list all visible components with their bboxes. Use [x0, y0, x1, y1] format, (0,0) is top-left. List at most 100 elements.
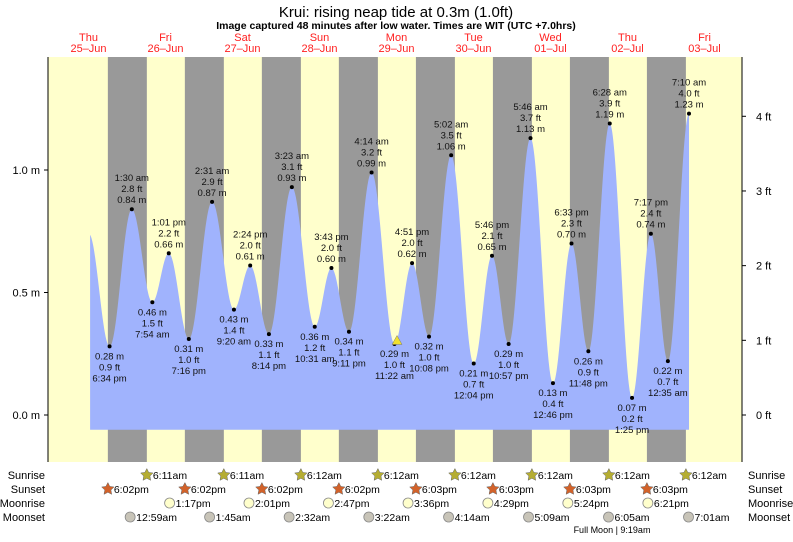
- sunrise-star-icon: [679, 467, 693, 481]
- low-tide-label: 10:08 pm: [409, 364, 449, 375]
- current-tide-marker-icon: [391, 334, 403, 345]
- low-tide-point: [107, 344, 112, 349]
- sunset-time: 6:02pm: [114, 484, 149, 496]
- moonset-moon-icon: [283, 511, 295, 523]
- sunset-time: 6:03pm: [422, 484, 457, 496]
- sunset-star-icon: [486, 481, 500, 495]
- sunset-time: 6:02pm: [268, 484, 303, 496]
- moonrise-moon-icon: [164, 497, 176, 509]
- sunset-time: 6:03pm: [499, 484, 534, 496]
- day-labels: Thu25–JunFri26–JunSat27–JunSun28–JunMon2…: [70, 32, 720, 55]
- low-tide-label: 0.32 m: [414, 342, 443, 353]
- moonset-moon-icon: [523, 511, 534, 523]
- day-of-week-label: Fri: [159, 32, 172, 44]
- moonset-time: 4:14am: [455, 512, 490, 524]
- low-tide-point: [231, 307, 236, 312]
- high-tide-label: 2.1 ft: [481, 231, 502, 242]
- low-tide-point: [550, 381, 555, 386]
- high-tide-point: [248, 263, 253, 268]
- moonrise-time: 2:01pm: [255, 498, 290, 510]
- low-tide-label: 0.46 m: [138, 307, 167, 318]
- sunrise-star-icon: [294, 467, 308, 481]
- high-tide-label: 2.0 ft: [240, 241, 261, 252]
- sunrise-star-icon: [525, 467, 539, 481]
- low-tide-label: 1.0 ft: [384, 360, 405, 371]
- tide-water-area: [90, 113, 690, 430]
- low-tide-label: 0.29 m: [494, 349, 523, 360]
- day-of-week-label: Sat: [234, 32, 251, 44]
- high-tide-point: [210, 199, 215, 204]
- low-tide-label: 10:31 am: [295, 354, 335, 365]
- sunrise-time: 6:11am: [153, 470, 187, 482]
- tide-extrema: 0.28 m0.9 ft6:34 pm1:30 am2.8 ft0.84 m0.…: [92, 78, 706, 436]
- moonset-time: 1:45am: [216, 512, 251, 524]
- moonset-moon-icon: [443, 511, 454, 523]
- high-tide-point: [569, 241, 574, 246]
- high-tide-label: 4:14 am: [354, 136, 388, 147]
- high-tide-label: 5:46 am: [513, 102, 547, 113]
- high-tide-label: 3.5 ft: [441, 130, 462, 141]
- high-tide-label: 0.60 m: [317, 254, 346, 265]
- high-tide-label: 3.7 ft: [520, 113, 541, 124]
- high-tide-label: 1.23 m: [674, 100, 703, 111]
- high-tide-label: 0.61 m: [236, 252, 265, 263]
- low-tide-label: 0.36 m: [300, 332, 329, 343]
- high-tide-label: 1.19 m: [595, 109, 624, 120]
- low-tide-label: 8:14 pm: [252, 361, 286, 372]
- low-tide-label: 0.31 m: [174, 344, 203, 355]
- high-tide-label: 2:31 am: [195, 166, 229, 177]
- low-tide-label: 9:11 pm: [332, 359, 366, 370]
- sunset-star-icon: [101, 481, 115, 495]
- moonset-time: 2:32am: [295, 512, 330, 524]
- high-tide-point: [166, 251, 171, 256]
- moonrise-moon-icon: [243, 497, 255, 509]
- high-tide-label: 2.9 ft: [202, 177, 223, 188]
- chart-subtitle: Image captured 48 minutes after low wate…: [216, 20, 576, 32]
- moon-phase-label: Full Moon | 9:19am: [574, 525, 651, 535]
- day-of-week-label: Sun: [310, 32, 330, 44]
- low-tide-label: 0.29 m: [380, 349, 409, 360]
- sunset-star-icon: [332, 481, 346, 495]
- low-tide-label: 0.28 m: [95, 351, 124, 362]
- chart-title: Krui: rising neap tide at 0.3m (1.0ft): [279, 4, 513, 21]
- high-tide-point: [528, 136, 533, 141]
- high-tide-label: 2.3 ft: [561, 219, 582, 230]
- low-tide-label: 0.9 ft: [578, 367, 599, 378]
- date-label: 26–Jun: [147, 43, 183, 55]
- high-tide-label: 2.4 ft: [640, 209, 661, 220]
- high-tide-label: 1:01 pm: [152, 217, 186, 228]
- sunset-star-icon: [563, 481, 577, 495]
- low-tide-label: 1.0 ft: [418, 353, 439, 364]
- moonset-moon-icon: [204, 511, 216, 523]
- low-tide-label: 0.4 ft: [542, 399, 563, 410]
- high-tide-label: 6:33 pm: [554, 208, 588, 219]
- moonset-row-label-left: Moonset: [3, 512, 45, 524]
- high-tide-point: [129, 207, 134, 212]
- sunrise-row-label-left: Sunrise: [8, 470, 45, 482]
- low-tide-point: [266, 332, 271, 337]
- high-tide-label: 7:10 am: [672, 78, 706, 89]
- sunrise-time: 6:12am: [692, 470, 727, 482]
- low-tide-label: 0.2 ft: [621, 414, 642, 425]
- sunrise-time: 6:11am: [230, 470, 264, 482]
- moonrise-row-label-left: Moonrise: [0, 498, 45, 510]
- low-tide-point: [506, 341, 511, 346]
- day-of-week-label: Tue: [464, 32, 483, 44]
- moonrise-moon-icon: [562, 497, 574, 509]
- high-tide-label: 1.06 m: [437, 141, 466, 152]
- low-tide-label: 1.1 ft: [338, 348, 359, 359]
- moonset-row-label-right: Moonset: [748, 512, 790, 524]
- high-tide-point: [410, 261, 415, 266]
- high-tide-label: 4.0 ft: [678, 89, 699, 100]
- low-tide-point: [312, 324, 317, 329]
- high-tide-label: 0.99 m: [357, 158, 386, 169]
- low-tide-label: 1.1 ft: [258, 350, 279, 361]
- sunrise-star-icon: [371, 467, 385, 481]
- low-tide-label: 7:16 pm: [172, 366, 206, 377]
- high-tide-label: 0.70 m: [557, 230, 586, 241]
- high-tide-label: 1.13 m: [516, 124, 545, 135]
- moonset-time: 3:22am: [375, 512, 410, 524]
- moonset-time: 6:05am: [615, 512, 650, 524]
- moonrise-moon-icon: [642, 497, 654, 509]
- sunrise-star-icon: [448, 467, 462, 481]
